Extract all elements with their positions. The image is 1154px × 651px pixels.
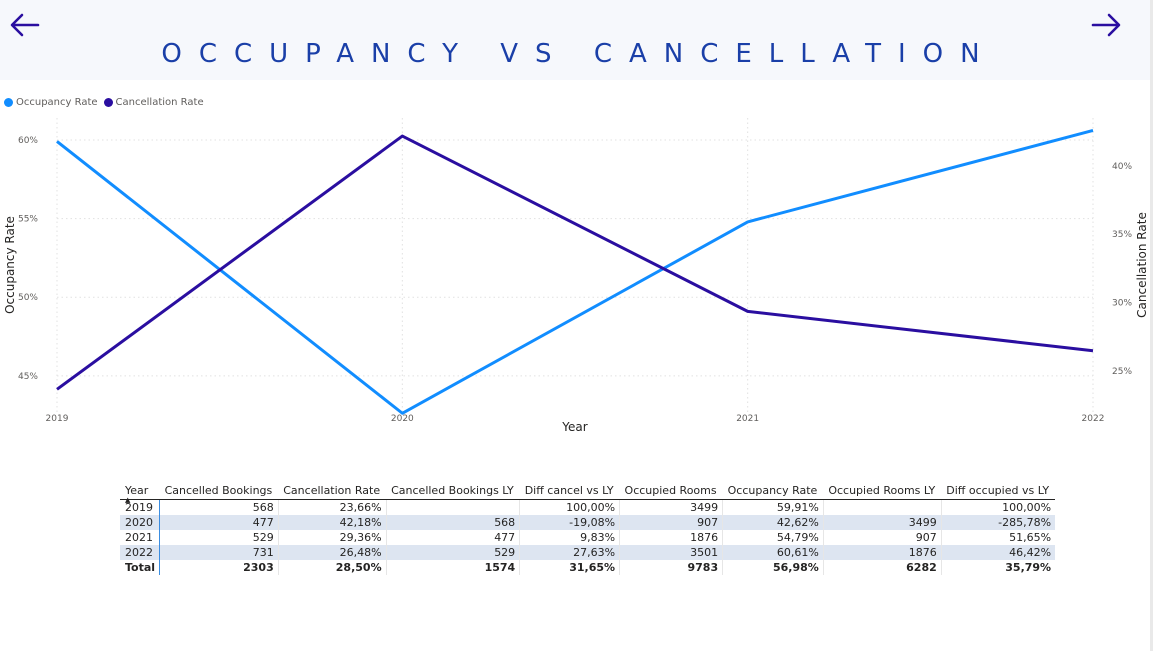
table-cell: 529 — [385, 545, 520, 560]
table-cell: -19,08% — [519, 515, 620, 530]
table-cell: 2022 — [120, 545, 161, 560]
table-cell: 54,79% — [722, 530, 824, 545]
table-cell: 46,42% — [940, 545, 1056, 560]
table-cell: 23,66% — [277, 499, 387, 515]
data-table-container: Year ▲ Cancelled Bookings Cancellation Rate… — [120, 482, 1056, 575]
arrow-left-icon[interactable] — [8, 8, 42, 42]
y-tick-label: 60% — [18, 136, 38, 146]
table-header-row: Year ▲ Cancelled Bookings Cancellation Rate… — [120, 482, 1056, 504]
column-header[interactable]: Occupied Rooms — [619, 482, 723, 500]
table-cell: 56,98% — [722, 560, 824, 575]
table-cell: 51,65% — [940, 530, 1056, 545]
table-cell: 529 — [159, 530, 279, 545]
y-tick-label: 55% — [18, 215, 38, 225]
x-tick-label: 2020 — [391, 414, 414, 424]
table-cell: 9783 — [619, 560, 723, 575]
column-header[interactable]: Diff cancel vs LY — [519, 482, 620, 500]
y2-tick-label: 25% — [1112, 367, 1132, 377]
table-cell: 3499 — [822, 515, 942, 530]
table-cell: 27,63% — [519, 545, 620, 560]
legend-item-occupancy[interactable]: Occupancy Rate — [4, 97, 98, 108]
chart-series[interactable] — [54, 127, 1096, 416]
table-cell: 29,36% — [277, 530, 387, 545]
page-edge — [1150, 0, 1153, 651]
axis-ticks: 60% 55% 50% 45% 40% 35% 30% 25% 2019 2020 2021 2022 — [18, 136, 1132, 424]
table-cell: 2021 — [120, 530, 161, 545]
x-axis-title: Year — [561, 420, 587, 434]
line-chart: 60% 55% 50% 45% 40% 35% 30% 25% 2019 2020 2021 2022… — [3, 118, 1149, 434]
table-cell: 568 — [385, 515, 520, 530]
sort-ascending-icon[interactable]: ▲ — [125, 496, 131, 504]
table-cell: 28,50% — [277, 560, 387, 575]
x-tick-label: 2021 — [736, 414, 759, 424]
table-cell: 731 — [159, 545, 279, 560]
legend-item-cancellation[interactable]: Cancellation Rate — [103, 97, 204, 108]
table-cell: 100,00% — [940, 499, 1056, 515]
table-cell — [385, 499, 520, 515]
table-cell: 477 — [385, 530, 520, 545]
table-cell: 3499 — [619, 499, 723, 515]
y2-axis-title: Cancellation Rate — [1135, 212, 1149, 318]
legend-label-occupancy: Occupancy Rate — [16, 97, 98, 108]
legend-marker-cancellation — [103, 98, 113, 107]
y-axis-title: Occupancy Rate — [3, 216, 17, 314]
table-cell: 35,79% — [940, 560, 1056, 575]
table-cell: 1574 — [385, 560, 520, 575]
header-band — [0, 0, 1150, 80]
table-cell: 907 — [619, 515, 723, 530]
table-row: 2020 477 42,18% 568 -19,08% 907 42,62% 3499 -285… — [120, 515, 1056, 530]
table-cell: 1876 — [822, 545, 942, 560]
legend-label-cancellation: Cancellation Rate — [115, 97, 204, 108]
y2-tick-label: 30% — [1112, 299, 1132, 309]
y2-tick-label: 40% — [1112, 162, 1132, 172]
column-header[interactable]: Cancellation Rate — [278, 482, 387, 500]
column-header[interactable]: Cancelled Bookings — [159, 482, 279, 500]
y-tick-label: 50% — [18, 293, 38, 303]
table-row: 2022 731 26,48% 529 27,63% 3501 60,61% 1876 46,4… — [120, 545, 1056, 560]
table-cell: 2019 — [120, 499, 161, 515]
table-cell: 31,65% — [519, 560, 620, 575]
table-cell: 100,00% — [519, 499, 620, 515]
table-cell: 9,83% — [519, 530, 620, 545]
table-cell: -285,78% — [940, 515, 1056, 530]
y-tick-label: 45% — [18, 372, 38, 382]
column-header[interactable]: Occupancy Rate — [722, 482, 824, 500]
chart-legend: Occupancy Rate Cancellation Rate — [4, 97, 210, 108]
column-header[interactable]: Year ▲ — [120, 482, 160, 504]
legend-marker-occupancy — [4, 98, 13, 107]
column-header[interactable]: Diff occupied vs LY — [941, 482, 1056, 500]
table-cell: 26,48% — [277, 545, 387, 560]
table-total-row: Total 2303 28,50% 1574 31,65% 9783 56,98% 6282 3… — [120, 560, 1056, 575]
column-header[interactable]: Cancelled Bookings LY — [386, 482, 520, 500]
table-cell: 907 — [822, 530, 942, 545]
table-cell: Total — [120, 560, 161, 575]
table-cell: 59,91% — [722, 499, 824, 515]
table-cell: 6282 — [822, 560, 942, 575]
table-row: 2019 568 23,66% 100,00% 3499 59,91% 100,00% — [120, 499, 1056, 515]
table-cell: 1876 — [619, 530, 723, 545]
table-cell: 568 — [159, 499, 279, 515]
table-cell: 42,62% — [722, 515, 824, 530]
gridlines — [56, 118, 1094, 412]
table-body: 2019 568 23,66% 100,00% 3499 59,91% 100,00% 202… — [120, 499, 1056, 575]
arrow-right-icon[interactable] — [1089, 8, 1123, 42]
table-cell: 42,18% — [277, 515, 387, 530]
cancellation-rate-line[interactable] — [56, 134, 1094, 391]
y2-tick-label: 35% — [1112, 230, 1132, 240]
data-table: Year ▲ Cancelled Bookings Cancellation Rate… — [120, 482, 1056, 575]
table-cell: 60,61% — [722, 545, 824, 560]
table-cell — [822, 499, 942, 515]
page-title: OCCUPANCY VS CANCELLATION — [161, 39, 997, 69]
x-tick-label: 2019 — [46, 414, 69, 424]
x-tick-label: 2022 — [1082, 414, 1105, 424]
occupancy-rate-line[interactable] — [56, 128, 1094, 415]
table-cell: 2020 — [120, 515, 161, 530]
table-cell: 3501 — [619, 545, 723, 560]
column-header[interactable]: Occupied Rooms LY — [823, 482, 942, 500]
table-row: 2021 529 29,36% 477 9,83% 1876 54,79% 907 51,65% — [120, 530, 1056, 545]
table-cell: 2303 — [159, 560, 279, 575]
table-cell: 477 — [159, 515, 279, 530]
